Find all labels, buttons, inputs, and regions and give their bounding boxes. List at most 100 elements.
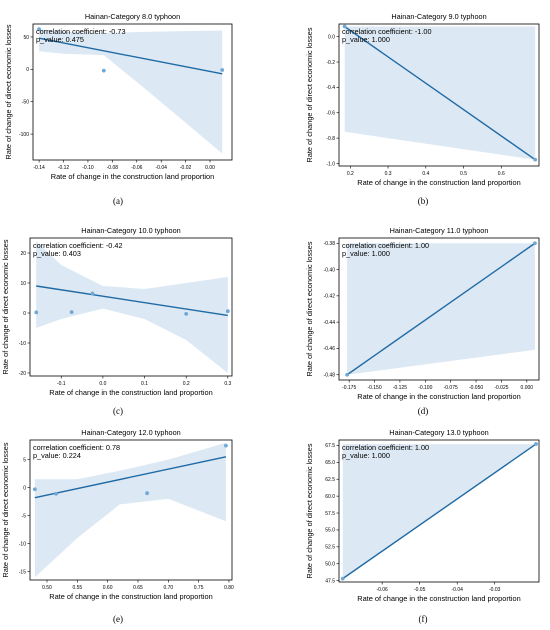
y-tick-label: -1.0 bbox=[326, 161, 335, 167]
y-tick-label: -0.44 bbox=[324, 320, 336, 326]
plot-frame bbox=[338, 439, 540, 583]
x-axis-label: Rate of change in the construction land … bbox=[51, 172, 215, 181]
data-point bbox=[54, 491, 58, 496]
y-tick-label: 0 bbox=[26, 67, 29, 73]
y-tick-label: 67.5 bbox=[325, 443, 335, 449]
y-tick-label: -50 bbox=[22, 100, 29, 106]
x-tick-label: 0.60 bbox=[103, 585, 113, 591]
data-point bbox=[69, 310, 74, 314]
x-tick-label: 0.00 bbox=[205, 165, 215, 171]
y-tick-label: 57.5 bbox=[325, 511, 335, 517]
x-tick-label: -0.04 bbox=[451, 587, 463, 593]
y-axis-label: Rate of change of direct economic losses bbox=[305, 241, 314, 376]
panel-caption: (a) bbox=[113, 196, 123, 206]
regression-line bbox=[38, 37, 223, 75]
x-tick-label: 0.4 bbox=[422, 171, 429, 177]
panel-caption: (d) bbox=[418, 406, 429, 416]
x-axis-label: Rate of change in the construction land … bbox=[357, 392, 521, 401]
data-point bbox=[220, 68, 225, 72]
data-point bbox=[342, 24, 347, 29]
data-point bbox=[34, 310, 39, 315]
data-point bbox=[37, 27, 42, 32]
correlation-coefficient-text: correlation coefficient: -0.73 bbox=[36, 27, 126, 36]
y-tick-label: 0 bbox=[23, 311, 26, 317]
x-tick-label: -0.12 bbox=[58, 165, 70, 171]
y-tick-label: -0.6 bbox=[326, 111, 335, 117]
y-tick-label: 47.5 bbox=[325, 578, 335, 584]
y-tick-label: -10 bbox=[19, 541, 26, 547]
x-axis-label: Rate of change in the construction land … bbox=[357, 594, 521, 603]
p-value-text: p_value: 1.000 bbox=[342, 451, 390, 460]
x-tick-label: 0.80 bbox=[224, 585, 234, 591]
data-point bbox=[145, 491, 149, 496]
confidence-band bbox=[36, 241, 228, 373]
regression-line bbox=[346, 242, 536, 376]
y-tick-label: -0.2 bbox=[326, 60, 335, 66]
y-tick-label: -0.38 bbox=[324, 241, 336, 247]
y-axis-label: Rate of change of direct economic losses bbox=[305, 27, 314, 162]
y-axis-label: Rate of change of direct economic losses bbox=[1, 239, 10, 374]
y-tick-label: 0 bbox=[23, 485, 26, 491]
regression-line bbox=[34, 456, 227, 499]
plot-frame bbox=[338, 23, 540, 167]
chart-title: Hainan-Category 10.0 typhoon bbox=[81, 226, 180, 235]
x-tick-label: -0.025 bbox=[494, 385, 508, 391]
x-tick-label: 0.3 bbox=[224, 381, 231, 387]
x-tick-label: 0.5 bbox=[460, 171, 467, 177]
y-tick-label: 0.0 bbox=[328, 34, 335, 40]
y-tick-label: 52.5 bbox=[325, 545, 335, 551]
y-tick-label: -0.8 bbox=[326, 136, 335, 142]
y-tick-label: -0.42 bbox=[324, 294, 336, 300]
x-tick-label: -0.03 bbox=[489, 587, 501, 593]
y-tick-label: 60.0 bbox=[325, 494, 335, 500]
p-value-text: p_value: 0.224 bbox=[33, 451, 81, 460]
regression-line bbox=[344, 25, 536, 161]
x-tick-label: 0.75 bbox=[194, 585, 204, 591]
y-tick-label: -0.4 bbox=[326, 85, 335, 91]
correlation-coefficient-text: correlation coefficient: 1.00 bbox=[342, 241, 429, 250]
data-point bbox=[533, 241, 537, 246]
x-tick-label: -0.10 bbox=[82, 165, 94, 171]
p-value-text: p_value: 1.000 bbox=[342, 249, 390, 258]
x-tick-label: 0.000 bbox=[521, 385, 534, 391]
plot-frame bbox=[29, 237, 233, 377]
chart-title: Hainan-Category 11.0 typhoon bbox=[390, 226, 489, 235]
panel-caption: (e) bbox=[113, 614, 123, 624]
y-axis-label: Rate of change of direct economic losses bbox=[1, 442, 10, 577]
x-tick-label: -0.08 bbox=[107, 165, 119, 171]
x-tick-label: 0.65 bbox=[133, 585, 143, 591]
data-point bbox=[340, 576, 345, 581]
y-tick-label: -100 bbox=[19, 132, 29, 138]
x-axis-label: Rate of change in the construction land … bbox=[49, 592, 213, 601]
data-point bbox=[533, 157, 538, 162]
data-point bbox=[184, 312, 189, 316]
panel-caption: (c) bbox=[113, 406, 123, 416]
regression-line bbox=[36, 285, 228, 317]
y-axis-label: Rate of change of direct economic losses bbox=[4, 24, 13, 159]
y-tick-label: 50 bbox=[23, 35, 29, 41]
panel-caption: (b) bbox=[418, 196, 429, 206]
correlation-coefficient-text: correlation coefficient: -1.00 bbox=[342, 27, 432, 36]
x-tick-label: -0.075 bbox=[444, 385, 458, 391]
x-tick-label: 0.50 bbox=[42, 585, 52, 591]
x-tick-label: -0.05 bbox=[414, 587, 426, 593]
chart-title: Hainan-Category 8.0 typhoon bbox=[85, 12, 180, 21]
y-tick-label: -15 bbox=[19, 569, 26, 575]
x-tick-label: -0.06 bbox=[376, 587, 388, 593]
p-value-text: p_value: 0.403 bbox=[33, 249, 81, 258]
y-tick-label: -0.46 bbox=[324, 346, 336, 352]
y-tick-label: 62.5 bbox=[325, 477, 335, 483]
data-point bbox=[90, 291, 95, 296]
x-tick-label: -0.04 bbox=[155, 165, 167, 171]
data-point bbox=[534, 442, 538, 446]
y-tick-label: -0.40 bbox=[324, 267, 336, 273]
x-tick-label: 0.1 bbox=[141, 381, 148, 387]
y-tick-label: 5 bbox=[23, 457, 26, 463]
confidence-band bbox=[39, 29, 223, 154]
x-tick-label: -0.02 bbox=[180, 165, 192, 171]
